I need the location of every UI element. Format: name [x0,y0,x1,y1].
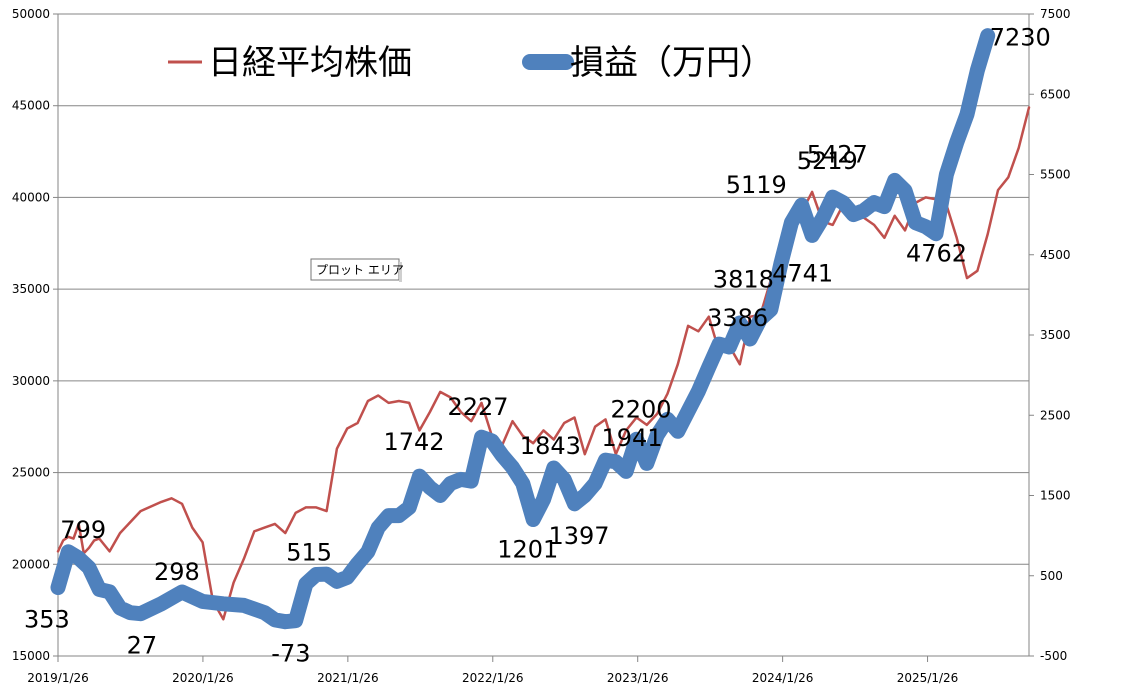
data-label: 3386 [707,304,768,332]
data-label: 515 [286,539,332,567]
y-right-tick-label: 7500 [1040,7,1071,21]
y-left-tick-label: 30000 [12,374,50,388]
y-right-ticks: -500 500 1500 2500 3500 4500 5500 6500 7500 [1029,7,1071,663]
plot-area-tooltip: プロット エリア [310,258,404,282]
data-label: 4762 [906,240,967,268]
y-right-tick-label: 3500 [1040,328,1071,342]
data-label: 5119 [726,171,787,199]
data-label: 5219 [797,147,858,175]
x-tick-label: 2022/1/26 [462,671,524,685]
data-label: 2227 [448,393,509,421]
y-left-tick-label: 20000 [12,557,50,571]
data-label: 1201 [497,536,558,564]
series-line-profit [50,28,996,630]
data-label: 298 [154,558,200,586]
x-tick-label: 2023/1/26 [607,671,669,685]
y-right-tick-label: 2500 [1040,408,1071,422]
legend-label-profit: 損益（万円） [570,43,774,83]
data-label: 799 [60,516,106,544]
data-label: 1843 [520,432,581,460]
y-left-tick-label: 25000 [12,466,50,480]
data-label: -73 [271,640,310,668]
data-label: 1397 [549,522,610,550]
data-label: 5427 [807,140,868,168]
data-label: 1742 [384,428,445,456]
data-label: 3818 [713,266,774,294]
data-label: 27 [127,632,158,660]
y-left-tick-label: 45000 [12,99,50,113]
y-left-tick-label: 15000 [12,649,50,663]
data-label: 4741 [772,259,833,287]
y-left-tick-label: 50000 [12,7,50,21]
y-left-tick-label: 40000 [12,190,50,204]
x-tick-label: 2020/1/26 [172,671,234,685]
x-tick-label: 2019/1/26 [27,671,89,685]
x-ticks: 2019/1/26 2020/1/26 2021/1/26 2022/1/26 2023… [27,656,958,685]
tooltip-shadow [399,262,402,282]
legend: 日経平均株価 損益（万円） [168,43,774,83]
y-right-tick-label: 4500 [1040,248,1071,262]
tooltip-text: プロット エリア [316,263,404,277]
y-left-ticks: 15000 20000 25000 30000 35000 40000 45000 50000 [12,7,58,663]
y-right-tick-label: 1500 [1040,489,1071,503]
x-tick-label: 2024/1/26 [752,671,814,685]
y-left-tick-label: 35000 [12,282,50,296]
y-right-tick-label: 500 [1040,569,1063,583]
y-right-tick-label: 6500 [1040,87,1071,101]
y-right-tick-label: -500 [1040,649,1067,663]
y-right-tick-label: 5500 [1040,168,1071,182]
data-label: 2200 [611,395,672,423]
x-tick-label: 2021/1/26 [317,671,379,685]
legend-label-nikkei: 日経平均株価 [208,43,412,83]
data-label: 353 [24,606,70,634]
series-layer [50,28,1031,630]
x-tick-label: 2025/1/26 [897,671,959,685]
data-label: 1941 [602,424,663,452]
data-label: 7230 [990,24,1051,52]
